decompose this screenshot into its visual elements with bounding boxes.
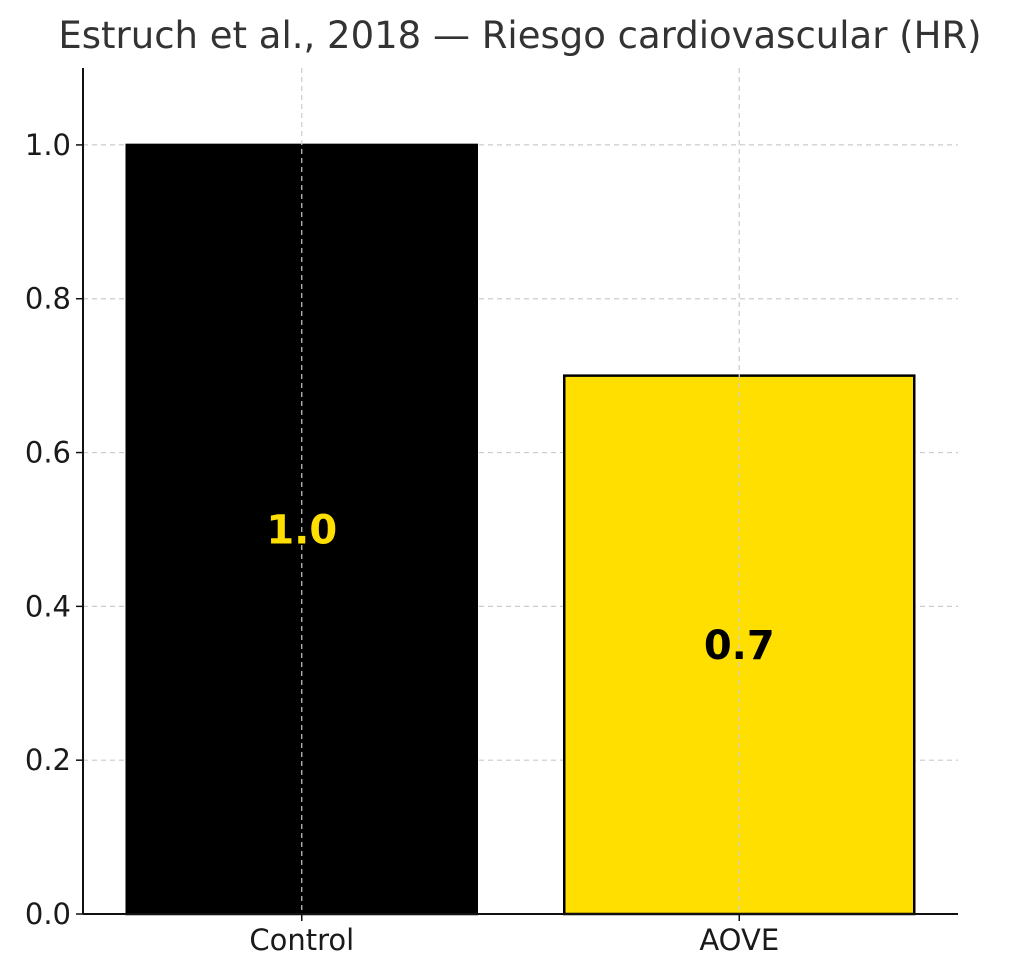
x-tick-label: Control (249, 923, 354, 957)
y-tick-label: 1.0 (25, 128, 71, 162)
tick-labels: 0.0 0.2 0.4 0.6 0.8 1.0 Control AOVE (25, 128, 779, 957)
y-tick-label: 0.0 (25, 897, 71, 931)
y-tick-label: 0.2 (25, 743, 71, 777)
data-labels: 1.0 0.7 (266, 507, 774, 668)
y-tick-label: 0.8 (25, 282, 71, 316)
y-tick-label: 0.6 (25, 436, 71, 470)
vertical-grid-lines (301, 68, 740, 914)
y-tick-label: 0.4 (25, 589, 71, 623)
axes (82, 68, 958, 915)
data-label-aove: 0.7 (704, 623, 775, 669)
x-tick-label: AOVE (699, 923, 779, 957)
chart-title: Estruch et al., 2018 — Riesgo cardiovasc… (58, 14, 981, 57)
data-label-control: 1.0 (266, 507, 337, 553)
bars (125, 143, 916, 916)
